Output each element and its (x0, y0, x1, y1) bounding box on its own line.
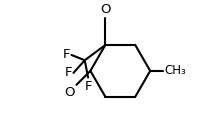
Text: F: F (64, 66, 72, 79)
Text: O: O (64, 86, 75, 99)
Text: F: F (84, 79, 92, 92)
Text: F: F (62, 48, 70, 61)
Text: CH₃: CH₃ (165, 64, 186, 77)
Text: O: O (100, 3, 111, 16)
